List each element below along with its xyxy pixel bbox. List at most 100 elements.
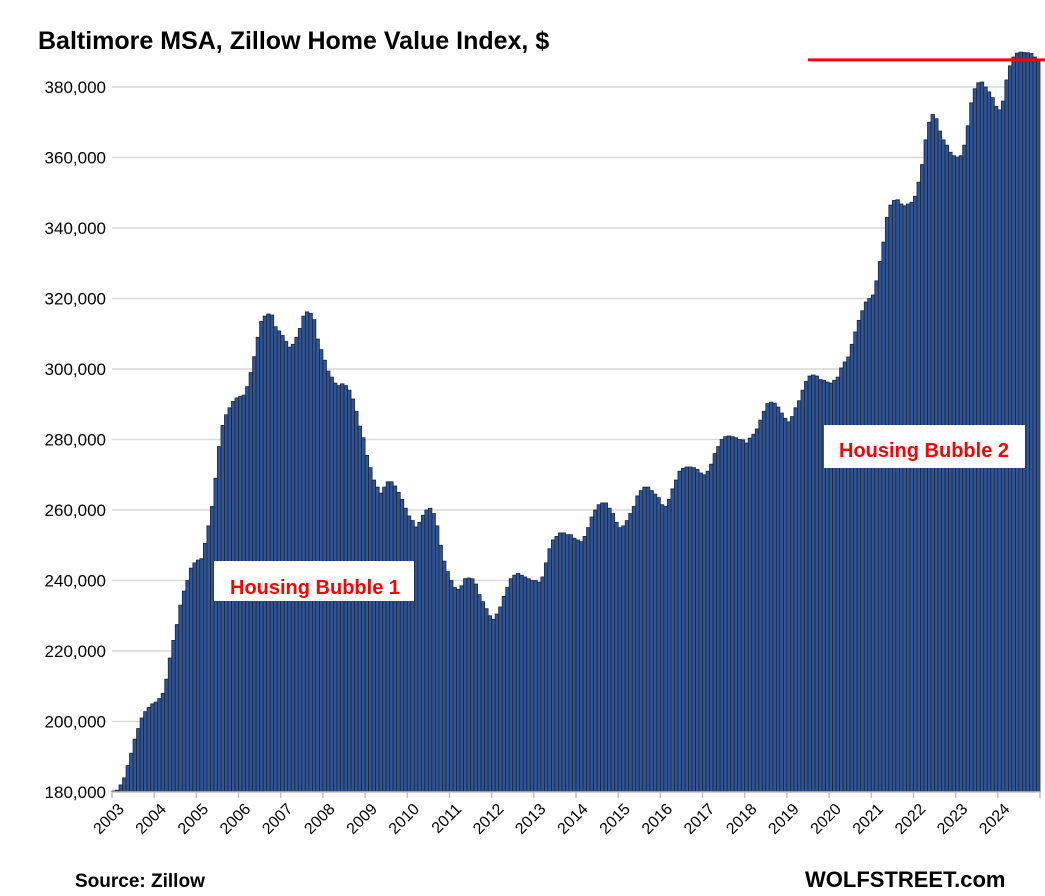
bar: [691, 467, 696, 793]
y-tick-label: 180,000: [45, 783, 106, 802]
bar: [217, 446, 222, 793]
bar: [195, 559, 201, 793]
bar: [473, 583, 478, 793]
bar: [782, 417, 788, 793]
bar: [501, 595, 507, 793]
bar: [716, 446, 721, 793]
bar: [765, 403, 770, 793]
bar: [768, 401, 774, 793]
bar: [579, 541, 584, 793]
bar: [656, 497, 661, 793]
bar: [635, 495, 640, 793]
bar: [677, 470, 682, 793]
bar: [515, 573, 521, 793]
annotation-text: Housing Bubble 1: [230, 577, 400, 599]
bar: [157, 698, 162, 793]
bar: [775, 406, 781, 793]
bar: [378, 492, 384, 793]
bar: [392, 485, 398, 793]
bar: [269, 314, 275, 793]
bar: [554, 536, 559, 793]
bar: [484, 608, 489, 793]
bar: [860, 310, 865, 793]
x-tick-label: 2024: [976, 801, 1013, 838]
bar: [1032, 56, 1037, 793]
bar: [403, 507, 408, 793]
bar: [962, 144, 967, 793]
bar: [1011, 56, 1016, 793]
bar: [118, 784, 123, 793]
bar: [737, 439, 742, 793]
bar: [150, 703, 155, 793]
bar: [617, 527, 623, 793]
bar: [955, 156, 960, 793]
bar: [754, 428, 760, 793]
bar: [139, 717, 145, 793]
bar: [364, 454, 370, 793]
bar: [793, 407, 798, 793]
bar: [297, 328, 303, 793]
y-tick-label: 360,000: [45, 149, 106, 168]
bar: [1018, 51, 1023, 793]
bar: [674, 479, 679, 793]
x-tick-label: 2004: [133, 801, 170, 838]
bar: [698, 472, 703, 793]
bar: [434, 525, 440, 793]
x-tick-label: 2007: [259, 801, 296, 838]
bar: [136, 728, 141, 793]
bar: [920, 164, 925, 793]
bar: [406, 515, 412, 793]
x-axis: 2003 2004 2005 2006 2007 2008 2009 2010 2011 2012…: [91, 791, 1041, 838]
annotation-bubble-1: Housing Bubble 1: [214, 561, 414, 601]
bar: [740, 439, 746, 793]
bar: [259, 321, 264, 793]
bar: [311, 319, 317, 793]
bar: [863, 301, 869, 793]
x-tick-label: 2022: [892, 801, 929, 838]
bar: [709, 463, 714, 793]
bar: [568, 534, 573, 793]
annotation-box: [824, 425, 1025, 468]
bar: [505, 587, 510, 793]
bar: [146, 707, 152, 793]
bar: [266, 313, 271, 793]
bar: [681, 468, 686, 793]
y-tick-label: 380,000: [45, 78, 106, 97]
bar: [561, 532, 566, 793]
bar: [171, 640, 176, 793]
bar: [210, 506, 215, 793]
bar: [224, 414, 229, 793]
bar: [572, 537, 577, 793]
bar: [466, 577, 471, 793]
bar: [491, 618, 496, 793]
bar: [958, 155, 964, 793]
x-tick-label: 2008: [301, 801, 338, 838]
bar: [744, 442, 749, 793]
bar: [389, 481, 394, 793]
bar: [909, 201, 914, 793]
bar: [895, 199, 900, 793]
source-label: Source: Zillow: [75, 871, 205, 892]
bar: [185, 580, 190, 793]
bar: [867, 298, 872, 793]
y-tick-label: 320,000: [45, 290, 106, 309]
bar: [807, 375, 812, 793]
bar: [607, 507, 612, 793]
bar: [262, 315, 268, 793]
bar: [870, 294, 876, 793]
bar: [891, 200, 897, 793]
bar: [849, 343, 855, 793]
bar: [463, 578, 468, 793]
bar: [761, 410, 767, 793]
bar: [786, 421, 791, 793]
bar: [449, 580, 454, 793]
bar: [547, 548, 552, 793]
bar: [445, 571, 450, 793]
bar: [624, 520, 630, 793]
bar: [603, 502, 609, 793]
bar: [308, 312, 313, 793]
y-axis-ticks: 180,000 200,000 220,000 240,000 260,000 280,0…: [45, 78, 106, 802]
bar: [586, 527, 591, 793]
bar: [442, 560, 447, 793]
